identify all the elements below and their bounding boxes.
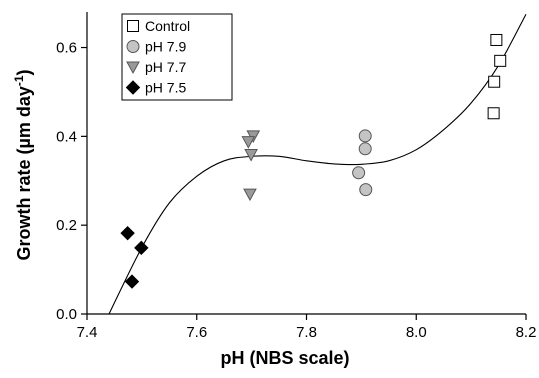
legend-entry: pH 7.7 <box>126 59 186 75</box>
legend-marker <box>125 80 141 95</box>
y-axis-title-close: ) <box>14 69 34 75</box>
legend-marker <box>127 20 139 32</box>
x-tick-label: 8.0 <box>406 324 427 341</box>
series-ph-7-9 <box>352 129 373 197</box>
data-points-layer <box>120 33 507 289</box>
series-control <box>487 33 507 120</box>
legend-box <box>121 13 233 101</box>
legend-entry: pH 7.9 <box>126 39 186 55</box>
y-tick-label: 0.0 <box>56 306 77 323</box>
legend-label: pH 7.9 <box>145 39 186 55</box>
data-point <box>134 240 149 256</box>
y-axis-title-superscript: -1 <box>12 75 26 86</box>
data-point <box>490 33 503 46</box>
y-axis-title-main: Growth rate (µm day <box>14 86 34 260</box>
legend-entry: pH 7.5 <box>125 80 186 96</box>
x-tick-label: 7.4 <box>77 324 98 341</box>
data-point <box>358 142 372 156</box>
data-point <box>120 225 135 241</box>
x-axis-title: pH (NBS scale) <box>220 348 349 368</box>
legend-label: pH 7.7 <box>145 59 186 75</box>
data-point <box>352 166 366 180</box>
legend-label: Control <box>145 18 190 34</box>
legend-marker <box>126 40 140 53</box>
data-point <box>487 107 500 120</box>
data-point <box>243 188 257 202</box>
y-axis-title: Growth rate (µm day-1) <box>12 69 34 260</box>
y-tick-label: 0.4 <box>56 128 77 145</box>
series-ph-7-7 <box>241 130 261 202</box>
legend-marker <box>126 61 140 75</box>
data-point <box>244 149 258 162</box>
y-tick-label: 0.2 <box>56 217 77 234</box>
legend-entry: Control <box>127 18 190 34</box>
fit-curve-layer <box>108 13 527 315</box>
data-point <box>124 274 140 289</box>
x-tick-label: 7.8 <box>296 324 317 341</box>
data-point <box>494 54 507 67</box>
fit-curve-line <box>108 13 527 315</box>
legend-label: pH 7.5 <box>145 80 186 96</box>
axis-ticks-layer: 7.4 7.6 7.8 8.0 8.2 0.0 0.2 0.4 0.6 <box>56 40 536 341</box>
data-point <box>358 129 372 143</box>
data-point <box>359 183 373 197</box>
data-point <box>488 75 501 88</box>
y-tick-label: 0.6 <box>56 40 77 57</box>
series-ph-7-5 <box>120 225 149 289</box>
legend: Control pH 7.9 pH 7.7 pH 7.5 <box>121 13 233 101</box>
x-tick-label: 7.6 <box>186 324 207 341</box>
data-point <box>241 136 256 149</box>
x-tick-label: 8.2 <box>516 324 537 341</box>
